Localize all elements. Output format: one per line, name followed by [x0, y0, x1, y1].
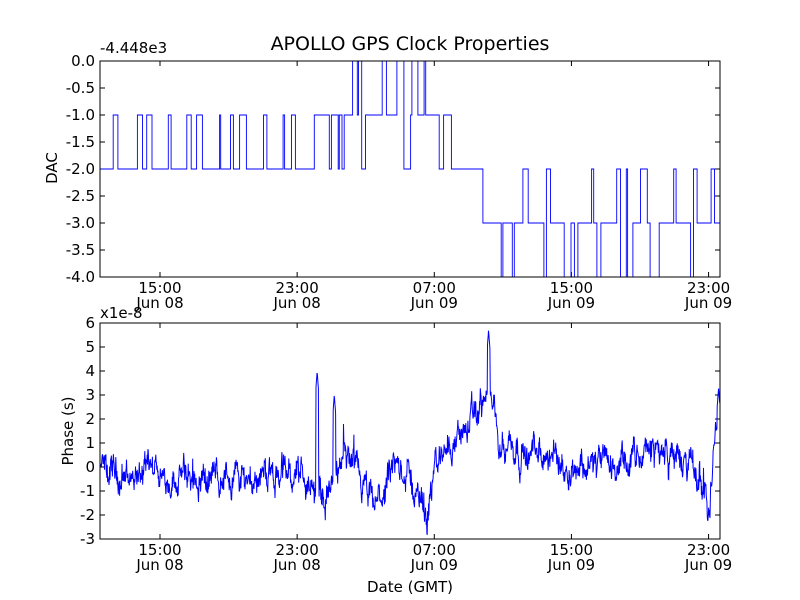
dac-y-ticks: 0.0 -0.5 -1.0 -1.5 -2.0 -2.5 -3.0 -3.5 -4.0: [66, 52, 720, 286]
x-tick-time: 15:00: [550, 541, 593, 559]
phase-series-line: [100, 330, 720, 536]
x-tick-time: 15:00: [138, 279, 181, 297]
phase-axis-label: Phase (s): [59, 396, 77, 465]
x-tick-time: 15:00: [138, 541, 181, 559]
y-tick-label: 2: [85, 410, 95, 428]
y-tick-label: -2.0: [66, 160, 95, 178]
x-tick-date: Jun 09: [410, 556, 458, 574]
y-tick-label: -2: [80, 506, 95, 524]
y-tick-label: -3: [80, 530, 95, 548]
x-tick-date: Jun 09: [410, 294, 458, 312]
y-tick-label: -3.0: [66, 214, 95, 232]
x-tick-time: 23:00: [276, 541, 319, 559]
x-tick-date: Jun 08: [272, 556, 320, 574]
y-tick-label: 5: [85, 338, 95, 356]
x-tick-date: Jun 09: [547, 294, 595, 312]
y-tick-label: -3.5: [66, 241, 95, 259]
dac-offset-label: -4.448e3: [100, 39, 167, 57]
x-tick-time: 23:00: [687, 279, 730, 297]
dac-panel: -4.448e3 DAC 0.0 -0.5 -1.0 -1.5 -2.0 -2.5 -3.0…: [43, 39, 732, 312]
y-tick-label: 1: [85, 434, 95, 452]
figure-title: APOLLO GPS Clock Properties: [271, 33, 550, 55]
y-tick-label: 0: [85, 458, 95, 476]
x-tick-time: 23:00: [276, 279, 319, 297]
y-tick-label: 6: [85, 314, 95, 332]
x-tick-date: Jun 08: [135, 294, 183, 312]
dac-series-line: [100, 61, 720, 277]
y-tick-label: 0.0: [71, 52, 95, 70]
y-tick-label: -1.5: [66, 133, 95, 151]
y-tick-label: 3: [85, 386, 95, 404]
y-tick-label: -0.5: [66, 79, 95, 97]
phase-offset-label: x1e-8: [100, 304, 143, 322]
phase-axes-frame: [99, 322, 721, 540]
y-tick-label: -2.5: [66, 187, 95, 205]
y-tick-label: -1: [80, 482, 95, 500]
x-tick-date: Jun 08: [135, 556, 183, 574]
x-tick-time: 23:00: [687, 541, 730, 559]
phase-y-ticks: 6 5 4 3 2 1 0 -1 -2 -3: [80, 314, 720, 548]
x-tick-date: Jun 09: [684, 556, 732, 574]
x-tick-date: Jun 09: [684, 294, 732, 312]
dac-axis-label: DAC: [43, 152, 61, 184]
y-tick-label: -4.0: [66, 268, 95, 286]
dac-axes-frame: [99, 60, 721, 278]
x-tick-time: 07:00: [413, 279, 456, 297]
x-tick-time: 07:00: [413, 541, 456, 559]
y-tick-label: -1.0: [66, 106, 95, 124]
y-tick-label: 4: [85, 362, 95, 380]
x-tick-time: 15:00: [550, 279, 593, 297]
x-tick-date: Jun 09: [547, 556, 595, 574]
x-tick-date: Jun 08: [272, 294, 320, 312]
x-axis-label: Date (GMT): [367, 578, 453, 596]
